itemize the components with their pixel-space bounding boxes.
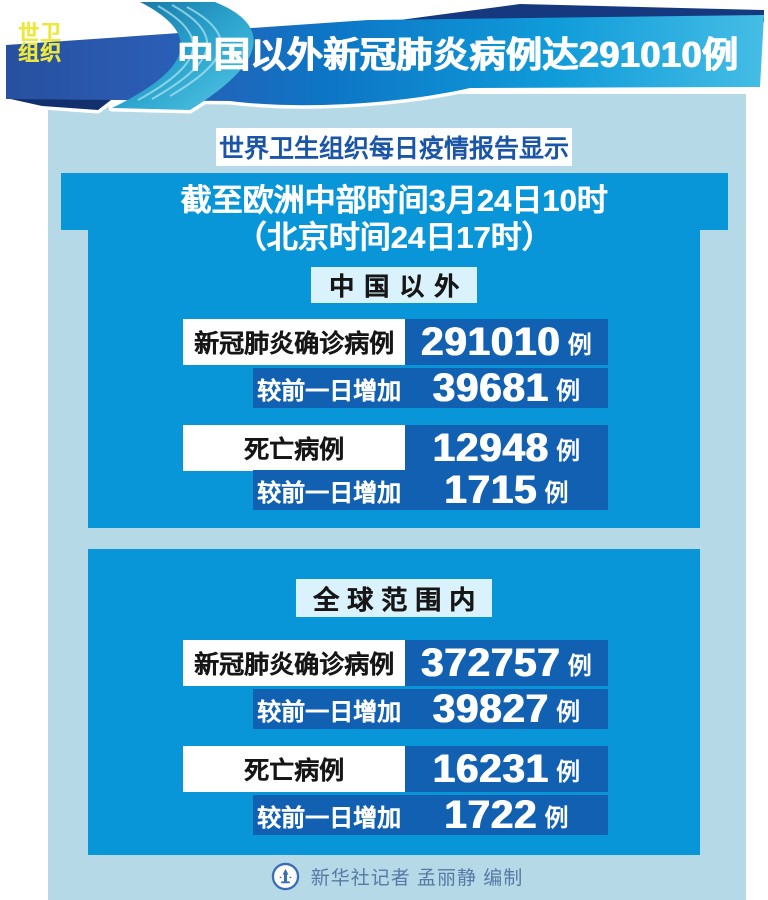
report-source-box: 世界卫生组织每日疫情报告显示 — [216, 128, 572, 166]
row-label: 较前一日增加 — [257, 479, 401, 507]
ribbon-graphic — [2, 0, 768, 114]
row-value-group: 16231 例 — [405, 746, 608, 792]
row-unit: 例 — [556, 699, 581, 726]
table-row-confirmed-delta: 较前一日增加 39681 例 — [253, 368, 608, 408]
outside-china-panel: 截至欧洲中部时间3月24日10时 （北京时间24日17时） 中国以外 新冠肺炎确… — [88, 173, 700, 528]
global-panel: 全球范围内 新冠肺炎确诊病例 372757 例 较前一日增加 39827 例 死… — [88, 549, 700, 855]
row-value-group: 372757 例 — [405, 640, 608, 686]
main-title: 中国以外新冠肺炎病例达291010例 — [177, 34, 739, 75]
title-ribbon: 世卫 组织 中国以外新冠肺炎病例达291010例 — [0, 0, 768, 125]
row-value: 16231 — [432, 747, 550, 791]
row-unit: 例 — [556, 378, 581, 405]
row-value-group: 291010 例 — [405, 319, 608, 365]
footer-credit: 新华社记者 孟丽静 编制 — [310, 867, 524, 889]
row-label: 死亡病例 — [243, 757, 344, 785]
asof-line1: 截至欧洲中部时间3月24日10时 — [180, 183, 608, 218]
section-title-outside-china: 中国以外 — [310, 267, 478, 303]
row-value-group: 12948 例 — [405, 425, 608, 471]
row-label-box: 死亡病例 — [183, 746, 405, 792]
row-label: 新冠肺炎确诊病例 — [193, 651, 394, 679]
row-value: 12948 — [432, 426, 550, 470]
row-value: 1722 — [444, 793, 538, 837]
row-value-group: 39827 例 — [405, 689, 608, 729]
row-unit: 例 — [556, 759, 581, 786]
asof-datetime: 截至欧洲中部时间3月24日10时 （北京时间24日17时） — [88, 182, 700, 256]
row-label-box: 死亡病例 — [183, 425, 405, 471]
table-row-deaths-delta: 较前一日增加 1715 例 — [253, 470, 608, 510]
table-row-confirmed: 新冠肺炎确诊病例 372757 例 — [183, 640, 608, 686]
row-value: 291010 — [421, 320, 561, 364]
row-unit: 例 — [544, 480, 569, 507]
footer-credit-bar: 新华社记者 孟丽静 编制 — [48, 856, 746, 896]
row-label: 新冠肺炎确诊病例 — [193, 330, 394, 358]
row-value: 39827 — [432, 687, 550, 731]
row-value: 372757 — [421, 641, 561, 685]
row-label: 较前一日增加 — [257, 698, 401, 726]
table-row-deaths: 死亡病例 16231 例 — [183, 746, 608, 792]
table-row-confirmed: 新冠肺炎确诊病例 291010 例 — [183, 319, 608, 365]
xinhua-logo-icon — [271, 862, 299, 890]
row-unit: 例 — [556, 438, 581, 465]
who-badge: 世卫 组织 — [18, 22, 62, 65]
row-unit: 例 — [544, 805, 569, 832]
section-title-global: 全球范围内 — [295, 579, 493, 617]
row-value: 1715 — [444, 468, 538, 512]
asof-line2: （北京时间24日17时） — [235, 220, 553, 255]
row-label: 较前一日增加 — [257, 377, 401, 405]
table-row-deaths: 死亡病例 12948 例 — [183, 425, 608, 471]
row-unit: 例 — [567, 332, 592, 359]
row-value-group: 1722 例 — [405, 795, 608, 835]
row-value: 39681 — [432, 366, 550, 410]
row-unit: 例 — [567, 653, 592, 680]
table-row-deaths-delta: 较前一日增加 1722 例 — [253, 795, 608, 835]
row-value-group: 39681 例 — [405, 368, 608, 408]
row-label: 较前一日增加 — [257, 804, 401, 832]
row-label-box: 新冠肺炎确诊病例 — [183, 319, 405, 365]
row-label: 死亡病例 — [243, 436, 344, 464]
row-label-box: 新冠肺炎确诊病例 — [183, 640, 405, 686]
report-source-text: 世界卫生组织每日疫情报告显示 — [218, 135, 569, 163]
row-value-group: 1715 例 — [405, 470, 608, 510]
table-row-confirmed-delta: 较前一日增加 39827 例 — [253, 689, 608, 729]
